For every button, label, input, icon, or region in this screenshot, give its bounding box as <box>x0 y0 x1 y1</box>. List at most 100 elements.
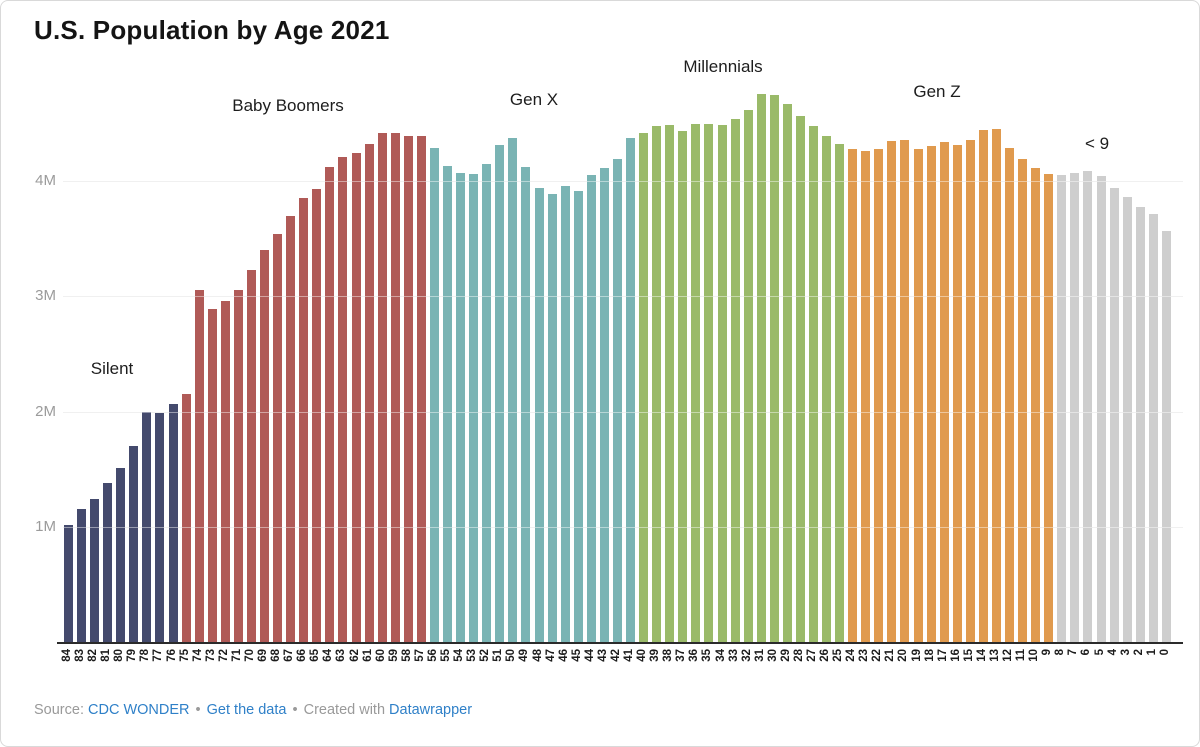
x-tick-60: 60 <box>375 649 387 662</box>
generation-label-silent: Silent <box>90 359 134 378</box>
x-tick-15: 15 <box>963 649 975 662</box>
bar-age-41 <box>626 138 635 643</box>
x-tick-18: 18 <box>924 649 936 662</box>
gridline-overlay-4m <box>63 181 1183 182</box>
bar-age-3 <box>1123 197 1132 643</box>
bar-age-15 <box>966 140 975 643</box>
bar-age-5 <box>1097 176 1106 643</box>
gridline-3m <box>63 296 1183 297</box>
gridline-4m <box>63 181 1183 182</box>
x-tick-28: 28 <box>793 649 805 662</box>
bar-age-68 <box>273 234 282 643</box>
bar-age-67 <box>286 216 295 643</box>
x-tick-46: 46 <box>558 649 570 662</box>
source-link-cdc-wonder[interactable]: CDC WONDER <box>88 702 190 718</box>
x-tick-82: 82 <box>87 649 99 662</box>
bar-age-13 <box>992 129 1001 643</box>
x-tick-11: 11 <box>1015 649 1027 662</box>
dot-separator-2: • <box>292 702 298 718</box>
bar-age-0 <box>1162 231 1171 643</box>
source-label: Source: <box>34 702 84 718</box>
bar-age-26 <box>822 136 831 643</box>
bar-age-14 <box>979 130 988 643</box>
gridline-overlay-1m <box>63 527 1183 528</box>
x-tick-23: 23 <box>858 649 870 662</box>
bar-age-76 <box>169 404 178 643</box>
gridline-overlay-3m <box>63 296 1183 297</box>
bar-age-74 <box>195 290 204 643</box>
x-tick-72: 72 <box>218 649 230 662</box>
x-tick-17: 17 <box>937 649 949 662</box>
bar-age-79 <box>129 446 138 643</box>
x-tick-76: 76 <box>166 649 178 662</box>
x-tick-48: 48 <box>532 649 544 662</box>
x-tick-80: 80 <box>113 649 125 662</box>
bar-age-70 <box>247 270 256 643</box>
x-tick-53: 53 <box>466 649 478 662</box>
bar-age-80 <box>116 468 125 643</box>
x-tick-35: 35 <box>701 649 713 662</box>
bar-age-83 <box>77 509 86 643</box>
dot-separator-1: • <box>195 702 201 718</box>
bar-age-75 <box>182 394 191 643</box>
x-tick-49: 49 <box>518 649 530 662</box>
bar-age-63 <box>338 157 347 643</box>
x-tick-62: 62 <box>349 649 361 662</box>
bar-age-16 <box>953 145 962 643</box>
created-with-label: Created with <box>303 702 386 718</box>
bar-age-12 <box>1005 148 1014 643</box>
x-tick-45: 45 <box>571 649 583 662</box>
bar-age-2 <box>1136 207 1145 643</box>
bar-age-9 <box>1044 174 1053 643</box>
x-tick-65: 65 <box>309 649 321 662</box>
x-tick-54: 54 <box>453 649 465 662</box>
bar-age-21 <box>887 141 896 643</box>
x-tick-2: 2 <box>1133 649 1145 656</box>
x-tick-40: 40 <box>636 649 648 662</box>
x-tick-69: 69 <box>257 649 269 662</box>
gridline-1m <box>63 527 1183 528</box>
bar-age-27 <box>809 126 818 643</box>
bar-age-19 <box>914 149 923 643</box>
bar-age-59 <box>391 133 400 643</box>
x-tick-64: 64 <box>322 649 334 662</box>
bar-age-10 <box>1031 168 1040 643</box>
x-tick-38: 38 <box>662 649 674 662</box>
x-tick-77: 77 <box>152 649 164 662</box>
bar-age-77 <box>155 413 164 643</box>
x-tick-84: 84 <box>61 649 73 662</box>
generation-label-millennials: Millennials <box>683 57 763 76</box>
bar-age-58 <box>404 136 413 643</box>
x-tick-43: 43 <box>597 649 609 662</box>
footer: Source: CDC WONDER • Get the data • Crea… <box>34 702 472 718</box>
bar-age-8 <box>1057 175 1066 643</box>
x-tick-70: 70 <box>244 649 256 662</box>
bar-age-53 <box>469 174 478 643</box>
x-tick-14: 14 <box>976 649 988 662</box>
bar-age-37 <box>678 131 687 643</box>
bar-age-69 <box>260 250 269 643</box>
x-tick-24: 24 <box>845 649 857 662</box>
bar-age-40 <box>639 133 648 643</box>
bar-age-66 <box>299 198 308 643</box>
x-tick-1: 1 <box>1146 649 1158 656</box>
x-tick-7: 7 <box>1067 649 1079 656</box>
bar-age-62 <box>352 153 361 643</box>
x-tick-52: 52 <box>479 649 491 662</box>
bar-age-46 <box>561 186 570 643</box>
bar-age-24 <box>848 149 857 643</box>
x-tick-3: 3 <box>1120 649 1132 656</box>
x-tick-36: 36 <box>688 649 700 662</box>
get-the-data-link[interactable]: Get the data <box>206 702 287 718</box>
x-tick-73: 73 <box>205 649 217 662</box>
x-tick-4: 4 <box>1107 649 1119 656</box>
x-tick-59: 59 <box>388 649 400 662</box>
y-tick-2m: 2M <box>35 403 56 420</box>
x-tick-20: 20 <box>897 649 909 662</box>
x-tick-68: 68 <box>270 649 282 662</box>
x-tick-25: 25 <box>832 649 844 662</box>
bar-age-31 <box>757 94 766 643</box>
x-tick-12: 12 <box>1002 649 1014 662</box>
bar-age-52 <box>482 164 491 643</box>
datawrapper-link[interactable]: Datawrapper <box>389 702 473 718</box>
